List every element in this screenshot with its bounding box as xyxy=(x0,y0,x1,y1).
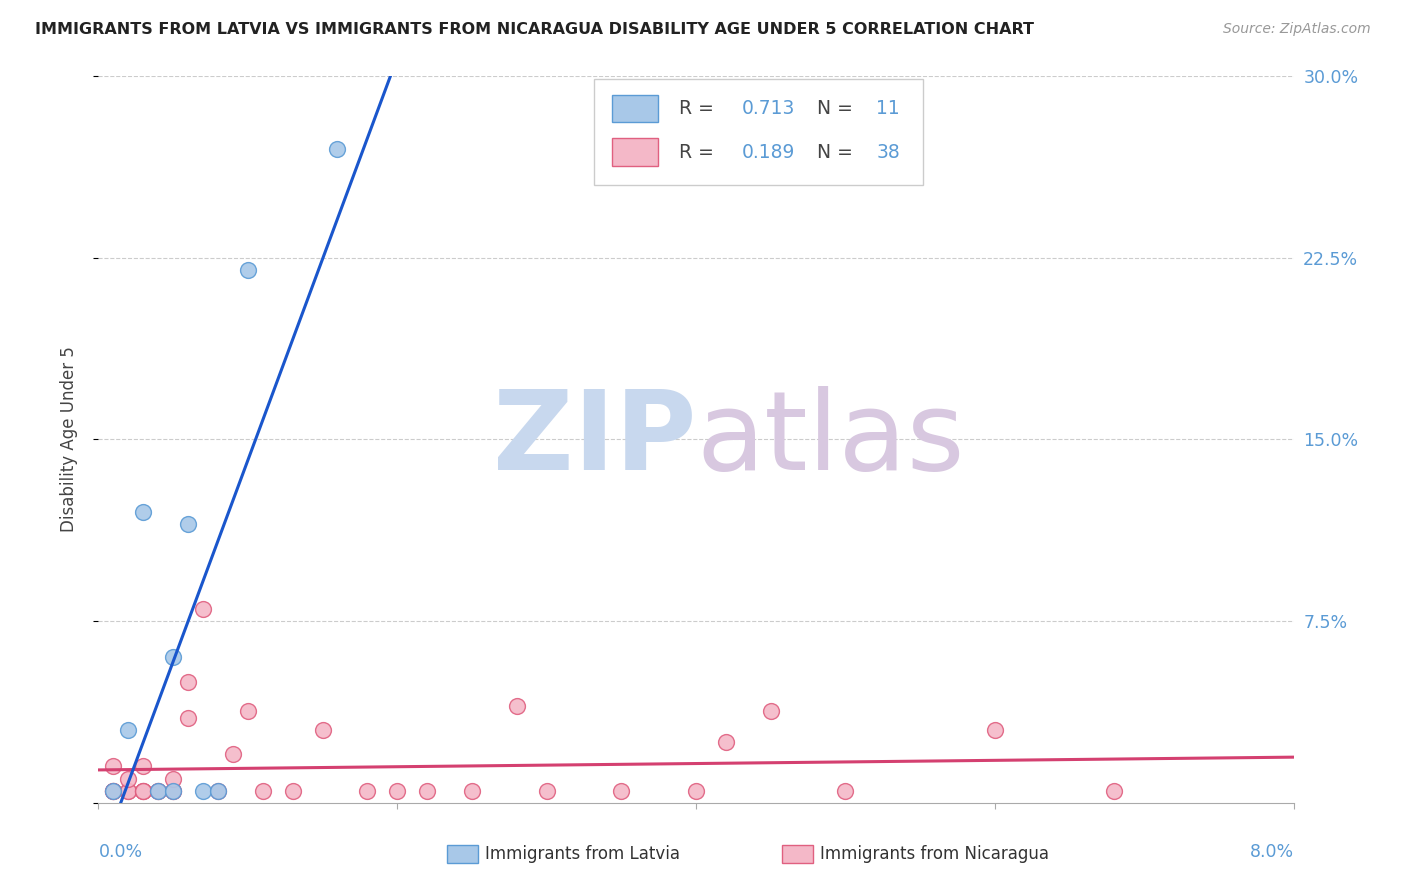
Point xyxy=(236,704,259,718)
Point xyxy=(1104,783,1126,797)
Point xyxy=(356,783,378,797)
Point xyxy=(162,783,184,797)
Text: 11: 11 xyxy=(876,99,900,118)
Text: ZIP: ZIP xyxy=(492,386,696,492)
Point xyxy=(103,783,125,797)
Point xyxy=(191,783,214,797)
Point xyxy=(207,783,229,797)
Point xyxy=(103,759,125,773)
Point xyxy=(132,783,155,797)
Point xyxy=(536,783,558,797)
Point xyxy=(416,783,439,797)
Text: 8.0%: 8.0% xyxy=(1250,843,1294,861)
Point xyxy=(222,747,245,762)
Text: N =: N = xyxy=(817,99,859,118)
Point xyxy=(148,783,170,797)
Point xyxy=(148,783,170,797)
Point xyxy=(132,759,155,773)
Text: 0.0%: 0.0% xyxy=(98,843,142,861)
FancyBboxPatch shape xyxy=(613,95,658,122)
Point xyxy=(311,723,333,737)
Text: R =: R = xyxy=(679,143,720,161)
Y-axis label: Disability Age Under 5: Disability Age Under 5 xyxy=(59,346,77,533)
Point xyxy=(236,262,259,277)
Point xyxy=(117,783,139,797)
Point xyxy=(162,650,184,665)
Point xyxy=(162,772,184,786)
Point xyxy=(461,783,484,797)
FancyBboxPatch shape xyxy=(613,138,658,166)
Text: Immigrants from Latvia: Immigrants from Latvia xyxy=(485,845,681,863)
Point xyxy=(714,735,737,749)
Point xyxy=(685,783,707,797)
Text: 38: 38 xyxy=(876,143,900,161)
Text: atlas: atlas xyxy=(696,386,965,492)
Text: R =: R = xyxy=(679,99,720,118)
Point xyxy=(117,772,139,786)
Text: IMMIGRANTS FROM LATVIA VS IMMIGRANTS FROM NICARAGUA DISABILITY AGE UNDER 5 CORRE: IMMIGRANTS FROM LATVIA VS IMMIGRANTS FRO… xyxy=(35,22,1035,37)
Point xyxy=(117,723,139,737)
Point xyxy=(252,783,274,797)
Point xyxy=(759,704,782,718)
Text: N =: N = xyxy=(817,143,859,161)
Point xyxy=(207,783,229,797)
Text: Source: ZipAtlas.com: Source: ZipAtlas.com xyxy=(1223,22,1371,37)
Text: 0.189: 0.189 xyxy=(741,143,794,161)
Point xyxy=(103,783,125,797)
Point xyxy=(177,711,200,725)
Point xyxy=(132,783,155,797)
Point xyxy=(177,517,200,532)
Point xyxy=(177,674,200,689)
Point xyxy=(834,783,856,797)
Point xyxy=(385,783,409,797)
Point xyxy=(162,783,184,797)
Point xyxy=(132,505,155,519)
Text: 0.713: 0.713 xyxy=(741,99,794,118)
Point xyxy=(103,783,125,797)
Point xyxy=(162,783,184,797)
Point xyxy=(610,783,633,797)
Point xyxy=(132,783,155,797)
Point xyxy=(326,141,349,155)
FancyBboxPatch shape xyxy=(595,79,922,185)
Point xyxy=(148,783,170,797)
Point xyxy=(191,602,214,616)
Point xyxy=(506,698,529,713)
Point xyxy=(281,783,304,797)
Point xyxy=(984,723,1007,737)
Point xyxy=(117,783,139,797)
Point xyxy=(103,783,125,797)
Text: Immigrants from Nicaragua: Immigrants from Nicaragua xyxy=(820,845,1049,863)
